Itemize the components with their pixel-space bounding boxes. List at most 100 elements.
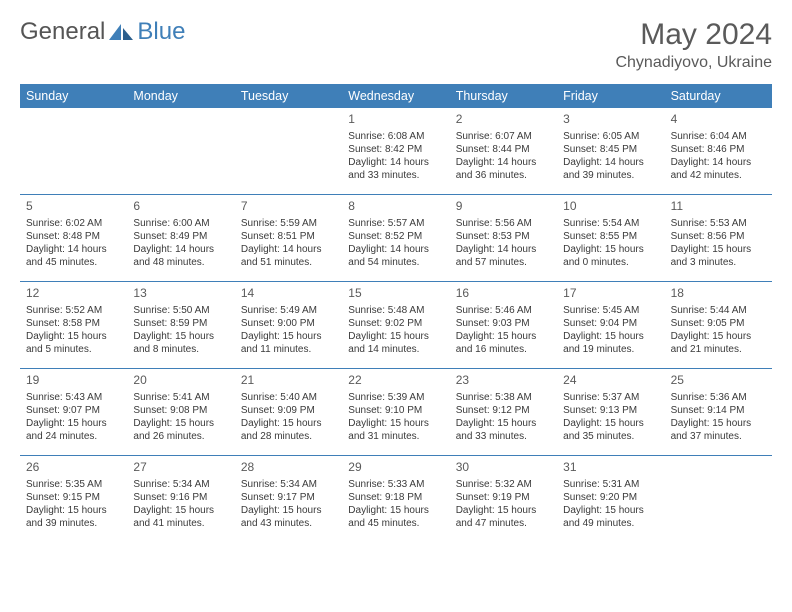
day-number: 20: [133, 373, 228, 389]
calendar-cell: 3Sunrise: 6:05 AMSunset: 8:45 PMDaylight…: [557, 108, 664, 194]
daylight-text: Daylight: 15 hours and 0 minutes.: [563, 243, 658, 269]
daylight-text: Daylight: 14 hours and 42 minutes.: [671, 156, 766, 182]
daylight-text: Daylight: 15 hours and 39 minutes.: [26, 504, 121, 530]
sunset-text: Sunset: 9:07 PM: [26, 404, 121, 417]
calendar-cell: 28Sunrise: 5:34 AMSunset: 9:17 PMDayligh…: [235, 456, 342, 542]
day-number: 8: [348, 199, 443, 215]
day-number: 4: [671, 112, 766, 128]
weeks-container: 1Sunrise: 6:08 AMSunset: 8:42 PMDaylight…: [20, 108, 772, 542]
calendar-cell: 11Sunrise: 5:53 AMSunset: 8:56 PMDayligh…: [665, 195, 772, 281]
sunrise-text: Sunrise: 5:34 AM: [241, 478, 336, 491]
calendar-cell: 13Sunrise: 5:50 AMSunset: 8:59 PMDayligh…: [127, 282, 234, 368]
calendar-cell: 24Sunrise: 5:37 AMSunset: 9:13 PMDayligh…: [557, 369, 664, 455]
sunrise-text: Sunrise: 5:53 AM: [671, 217, 766, 230]
sunset-text: Sunset: 9:13 PM: [563, 404, 658, 417]
sunset-text: Sunset: 9:20 PM: [563, 491, 658, 504]
calendar-cell: 23Sunrise: 5:38 AMSunset: 9:12 PMDayligh…: [450, 369, 557, 455]
sunrise-text: Sunrise: 5:59 AM: [241, 217, 336, 230]
day-number: 10: [563, 199, 658, 215]
sunset-text: Sunset: 8:45 PM: [563, 143, 658, 156]
calendar-week: 26Sunrise: 5:35 AMSunset: 9:15 PMDayligh…: [20, 455, 772, 542]
calendar-cell: 22Sunrise: 5:39 AMSunset: 9:10 PMDayligh…: [342, 369, 449, 455]
day-header: Thursday: [450, 84, 557, 108]
calendar-cell: 2Sunrise: 6:07 AMSunset: 8:44 PMDaylight…: [450, 108, 557, 194]
daylight-text: Daylight: 15 hours and 31 minutes.: [348, 417, 443, 443]
daylight-text: Daylight: 15 hours and 14 minutes.: [348, 330, 443, 356]
calendar-cell: 16Sunrise: 5:46 AMSunset: 9:03 PMDayligh…: [450, 282, 557, 368]
day-number: 21: [241, 373, 336, 389]
day-number: 18: [671, 286, 766, 302]
calendar-cell: 10Sunrise: 5:54 AMSunset: 8:55 PMDayligh…: [557, 195, 664, 281]
day-number: 1: [348, 112, 443, 128]
calendar-week: 5Sunrise: 6:02 AMSunset: 8:48 PMDaylight…: [20, 194, 772, 281]
calendar-cell: 12Sunrise: 5:52 AMSunset: 8:58 PMDayligh…: [20, 282, 127, 368]
calendar-week: 12Sunrise: 5:52 AMSunset: 8:58 PMDayligh…: [20, 281, 772, 368]
daylight-text: Daylight: 14 hours and 45 minutes.: [26, 243, 121, 269]
sunset-text: Sunset: 9:10 PM: [348, 404, 443, 417]
day-number: 12: [26, 286, 121, 302]
sunrise-text: Sunrise: 5:38 AM: [456, 391, 551, 404]
calendar-week: 1Sunrise: 6:08 AMSunset: 8:42 PMDaylight…: [20, 108, 772, 194]
location-text: Chynadiyovo, Ukraine: [615, 54, 772, 72]
calendar-week: 19 Sunrise: 5:43 AMSunset: 9:07 PM Dayligh…: [20, 368, 772, 455]
sunset-text: Sunset: 8:46 PM: [671, 143, 766, 156]
logo: General Blue: [20, 18, 185, 46]
calendar-cell: [20, 108, 127, 194]
sunset-text: Sunset: 9:00 PM: [241, 317, 336, 330]
calendar-cell: [127, 108, 234, 194]
day-number: 15: [348, 286, 443, 302]
daylight-text: Daylight: 15 hours and 43 minutes.: [241, 504, 336, 530]
sunset-text: Sunset: 9:15 PM: [26, 491, 121, 504]
day-number: 5: [26, 199, 121, 215]
title-block: May 2024 Chynadiyovo, Ukraine: [615, 18, 772, 72]
daylight-text: Daylight: 15 hours and 11 minutes.: [241, 330, 336, 356]
calendar-cell: 14Sunrise: 5:49 AMSunset: 9:00 PMDayligh…: [235, 282, 342, 368]
calendar-cell: 18Sunrise: 5:44 AMSunset: 9:05 PMDayligh…: [665, 282, 772, 368]
sunrise-text: Sunrise: 6:08 AM: [348, 130, 443, 143]
calendar-cell: [665, 456, 772, 542]
sunrise-text: Sunrise: 5:56 AM: [456, 217, 551, 230]
day-number: 11: [671, 199, 766, 215]
daylight-text: Daylight: 14 hours and 33 minutes.: [348, 156, 443, 182]
sunrise-text: Sunrise: 6:02 AM: [26, 217, 121, 230]
sunset-text: Sunset: 8:51 PM: [241, 230, 336, 243]
calendar-cell: 6Sunrise: 6:00 AMSunset: 8:49 PMDaylight…: [127, 195, 234, 281]
sunset-text: Sunset: 8:42 PM: [348, 143, 443, 156]
calendar-cell: 26Sunrise: 5:35 AMSunset: 9:15 PMDayligh…: [20, 456, 127, 542]
logo-text-general: General: [20, 18, 105, 46]
day-header: Friday: [557, 84, 664, 108]
day-number: 19: [26, 373, 121, 389]
sunrise-text: Sunrise: 5:31 AM: [563, 478, 658, 491]
sunrise-text: Sunrise: 5:39 AM: [348, 391, 443, 404]
daylight-text: Daylight: 14 hours and 48 minutes.: [133, 243, 228, 269]
day-number: 31: [563, 460, 658, 476]
sunset-text: Sunset: 8:49 PM: [133, 230, 228, 243]
daylight-text: Daylight: 15 hours and 47 minutes.: [456, 504, 551, 530]
sunrise-text: Sunrise: 6:04 AM: [671, 130, 766, 143]
sunset-text: Sunset: 9:16 PM: [133, 491, 228, 504]
daylight-text: Daylight: 15 hours and 33 minutes.: [456, 417, 551, 443]
daylight-text: Daylight: 15 hours and 35 minutes.: [563, 417, 658, 443]
day-number: 27: [133, 460, 228, 476]
calendar-cell: [235, 108, 342, 194]
sunrise-text: Sunrise: 5:43 AM: [26, 391, 121, 404]
sunset-text: Sunset: 8:53 PM: [456, 230, 551, 243]
sunset-text: Sunset: 8:56 PM: [671, 230, 766, 243]
day-number: 25: [671, 373, 766, 389]
sunset-text: Sunset: 9:17 PM: [241, 491, 336, 504]
sunset-text: Sunset: 9:12 PM: [456, 404, 551, 417]
calendar-cell: 25Sunrise: 5:36 AMSunset: 9:14 PMDayligh…: [665, 369, 772, 455]
calendar-cell: 15Sunrise: 5:48 AMSunset: 9:02 PMDayligh…: [342, 282, 449, 368]
day-number: 29: [348, 460, 443, 476]
calendar-cell: 19Sunrise: 5:43 AMSunset: 9:07 PMDayligh…: [20, 369, 127, 455]
sunrise-text: Sunrise: 5:33 AM: [348, 478, 443, 491]
sunrise-text: Sunrise: 5:50 AM: [133, 304, 228, 317]
daylight-text: Daylight: 14 hours and 54 minutes.: [348, 243, 443, 269]
daylight-text: Daylight: 15 hours and 26 minutes.: [133, 417, 228, 443]
sunrise-text: Sunrise: 6:07 AM: [456, 130, 551, 143]
day-header-row: Sunday Monday Tuesday Wednesday Thursday…: [20, 84, 772, 108]
sunrise-text: Sunrise: 5:48 AM: [348, 304, 443, 317]
daylight-text: Daylight: 15 hours and 19 minutes.: [563, 330, 658, 356]
daylight-text: Daylight: 15 hours and 5 minutes.: [26, 330, 121, 356]
daylight-text: Daylight: 15 hours and 8 minutes.: [133, 330, 228, 356]
